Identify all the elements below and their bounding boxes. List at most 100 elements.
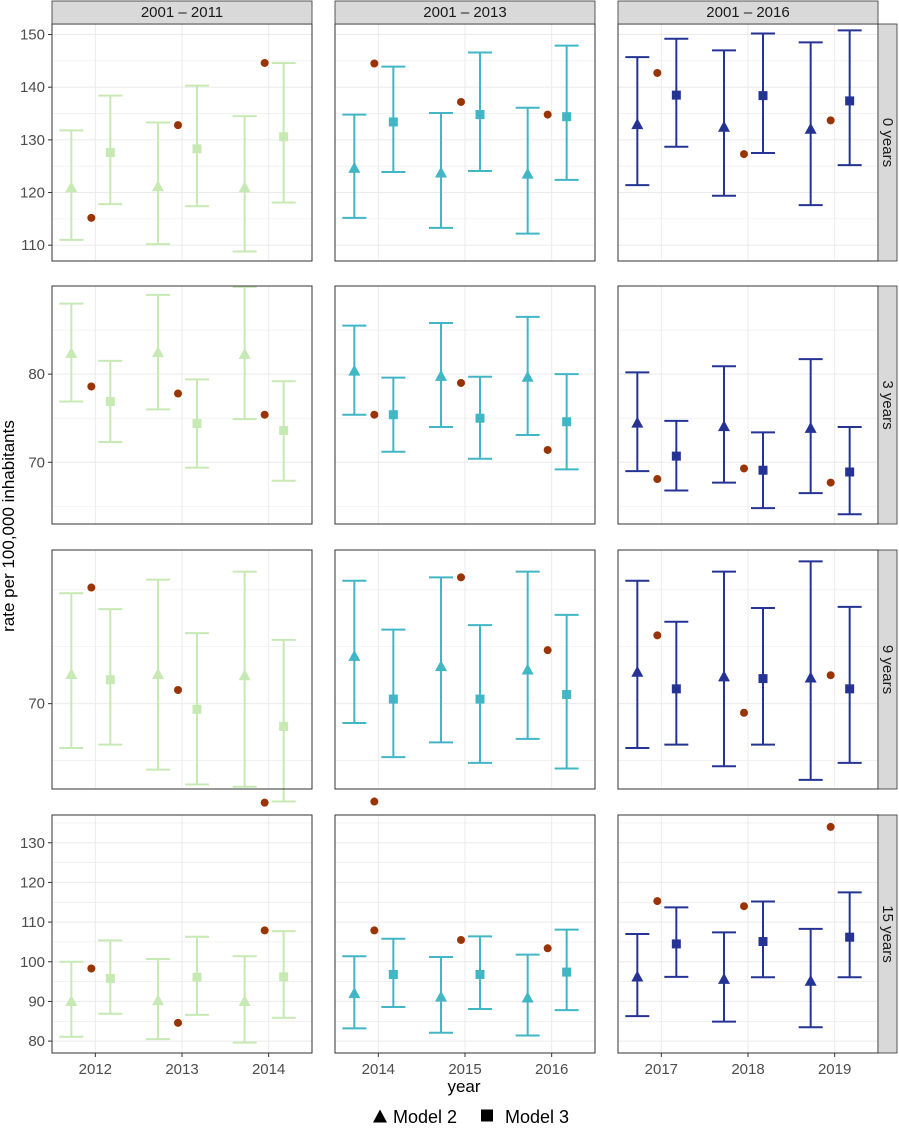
model2-triangle-point bbox=[631, 416, 644, 428]
model3-square-point bbox=[192, 419, 202, 429]
model2-triangle-point bbox=[521, 663, 534, 675]
legend-triangle-icon bbox=[373, 1109, 387, 1123]
observed-point bbox=[87, 583, 96, 592]
y-tick-label: 80 bbox=[28, 1033, 45, 1050]
y-tick-label: 70 bbox=[28, 696, 45, 713]
facet-panel bbox=[617, 814, 879, 1054]
model3-square-point bbox=[475, 969, 485, 979]
observed-point bbox=[653, 897, 662, 906]
observed-point bbox=[370, 59, 379, 68]
x-tick-label: 2017 bbox=[645, 1061, 678, 1078]
y-tick-label: 110 bbox=[21, 914, 45, 931]
x-tick-label: 2019 bbox=[818, 1061, 851, 1078]
model2-errorbar bbox=[515, 570, 540, 740]
facet-strip-label-right: 9 years bbox=[879, 645, 896, 694]
observed-point bbox=[826, 478, 835, 487]
model3-square-point bbox=[475, 413, 485, 423]
observed-point bbox=[87, 213, 96, 222]
model2-triangle-point bbox=[435, 369, 447, 381]
model2-triangle-point bbox=[238, 181, 251, 193]
model3-errorbar bbox=[664, 620, 689, 746]
facet-panel bbox=[617, 23, 879, 262]
model3-square-point bbox=[671, 684, 681, 694]
facet-strip-label-top: 2001 – 2011 bbox=[141, 4, 223, 21]
observed-point bbox=[174, 121, 182, 130]
legend: Model 2 Model 3 bbox=[373, 1107, 569, 1127]
facet-strip-right bbox=[877, 285, 898, 525]
observed-point bbox=[260, 926, 269, 935]
observed-point bbox=[457, 378, 465, 387]
x-tick-label: 2013 bbox=[165, 1061, 198, 1078]
model3-square-point bbox=[192, 704, 202, 714]
model2-triangle-point bbox=[65, 668, 78, 680]
model2-triangle-point bbox=[804, 421, 817, 433]
observed-point bbox=[174, 1018, 182, 1027]
observed-point bbox=[370, 797, 379, 806]
y-tick-label: 100 bbox=[20, 954, 45, 971]
model3-square-point bbox=[671, 451, 681, 461]
facet-strip-top bbox=[334, 0, 596, 25]
y-tick-label: 80 bbox=[28, 366, 45, 383]
model3-square-point bbox=[388, 969, 398, 979]
model3-square-point bbox=[475, 110, 485, 120]
model3-square-point bbox=[192, 972, 202, 982]
observed-point bbox=[174, 685, 182, 694]
facet-strip-label-top: 2001 – 2016 bbox=[706, 4, 789, 21]
model3-square-point bbox=[562, 417, 572, 427]
model3-square-point bbox=[105, 973, 115, 983]
axes-layer: 2012 2013 2014 2014 2015 2016 2017 2018 2019 110 1… bbox=[20, 27, 851, 1078]
model3-square-point bbox=[279, 972, 289, 982]
model3-square-point bbox=[758, 465, 768, 475]
facet-strip-top bbox=[617, 0, 879, 25]
model3-square-point bbox=[562, 690, 572, 700]
model2-triangle-point bbox=[65, 181, 78, 193]
strips-layer: 2001 – 2011 2001 – 2013 2001 – 2016 0 years… bbox=[51, 0, 898, 1054]
model3-square-point bbox=[758, 91, 768, 101]
facet-panel bbox=[51, 814, 313, 1054]
facet-panel bbox=[334, 23, 596, 262]
model2-errorbar bbox=[798, 560, 823, 781]
model3-square-point bbox=[671, 939, 681, 949]
observed-point bbox=[457, 97, 465, 106]
facet-panel bbox=[51, 285, 313, 525]
facet-strip-label-right: 0 years bbox=[879, 118, 896, 167]
observed-point bbox=[260, 798, 269, 807]
panel-border bbox=[334, 549, 596, 790]
legend-square-icon bbox=[481, 1109, 493, 1122]
model3-square-point bbox=[105, 675, 115, 685]
model3-square-point bbox=[758, 937, 768, 947]
model2-triangle-point bbox=[435, 660, 447, 672]
panel-border bbox=[334, 285, 596, 525]
y-tick-label: 130 bbox=[20, 132, 45, 149]
y-tick-label: 140 bbox=[20, 79, 45, 96]
model2-triangle-point bbox=[348, 987, 361, 999]
model2-triangle-point bbox=[718, 120, 730, 132]
model2-triangle-point bbox=[804, 122, 817, 134]
model3-square-point bbox=[388, 410, 398, 420]
model2-triangle-point bbox=[152, 994, 164, 1006]
observed-point bbox=[260, 58, 269, 67]
facet-strip-label-right: 3 years bbox=[879, 380, 896, 429]
observed-point bbox=[740, 464, 748, 473]
model2-triangle-point bbox=[348, 364, 361, 376]
model2-triangle-point bbox=[238, 669, 251, 681]
y-tick-label: 120 bbox=[20, 185, 45, 202]
model3-square-point bbox=[279, 426, 289, 436]
facet-panel bbox=[334, 814, 596, 1054]
model2-triangle-point bbox=[65, 346, 78, 358]
y-tick-label: 130 bbox=[20, 835, 45, 852]
model3-errorbar bbox=[381, 628, 406, 759]
x-tick-label: 2018 bbox=[731, 1061, 764, 1078]
model2-triangle-point bbox=[238, 347, 251, 359]
observed-point bbox=[87, 382, 96, 391]
model2-triangle-point bbox=[152, 668, 164, 680]
model2-triangle-point bbox=[718, 670, 730, 682]
x-tick-label: 2012 bbox=[79, 1061, 112, 1078]
observed-point bbox=[543, 445, 552, 454]
y-tick-label: 90 bbox=[28, 993, 45, 1010]
facet-strip-label-top: 2001 – 2013 bbox=[423, 4, 506, 21]
model2-triangle-point bbox=[718, 972, 730, 984]
model2-triangle-point bbox=[348, 649, 361, 661]
x-tick-label: 2014 bbox=[252, 1061, 285, 1078]
y-axis-title: rate per 100,000 inhabitants bbox=[0, 420, 18, 632]
